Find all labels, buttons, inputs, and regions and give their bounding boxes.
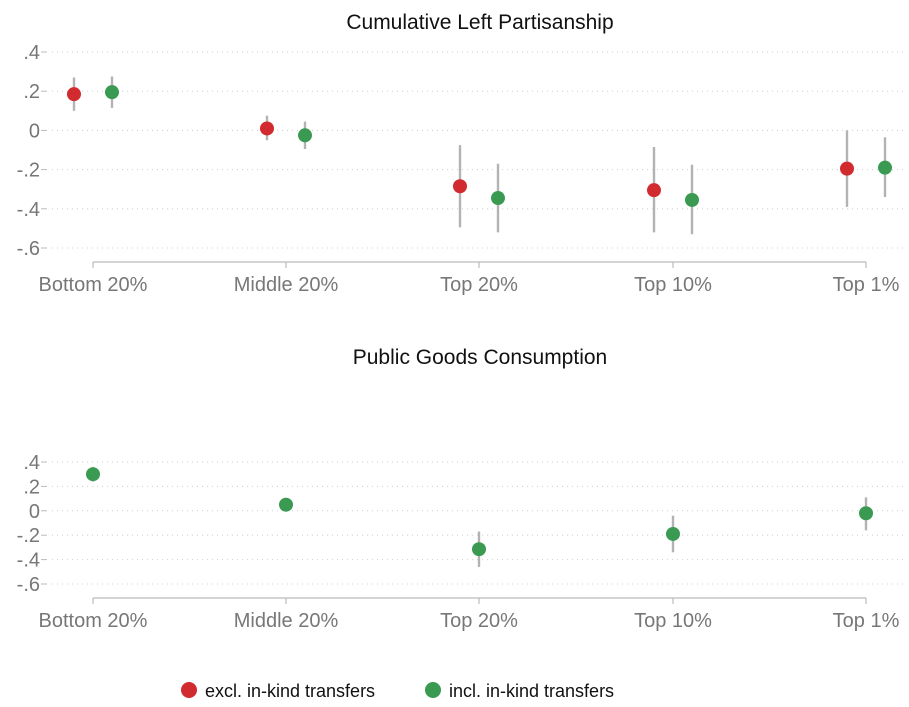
y-tick-label: -.4 xyxy=(17,199,40,221)
y-tick-label: .2 xyxy=(23,476,40,498)
data-point xyxy=(859,506,873,521)
y-tick-label: -.2 xyxy=(17,160,40,182)
y-tick-label: .4 xyxy=(23,452,40,474)
chart-title: Public Goods Consumption xyxy=(353,346,607,369)
data-point xyxy=(67,87,81,102)
y-tick-label: -.6 xyxy=(17,238,40,260)
data-point xyxy=(666,526,680,541)
data-point xyxy=(298,128,312,143)
y-tick-label: -.6 xyxy=(17,574,40,596)
y-tick-label: .2 xyxy=(23,81,40,103)
chart-panel-1: Cumulative Left Partisanship .4 .2 0 -.2 -.4 -… xyxy=(17,11,905,296)
data-point xyxy=(86,467,100,482)
x-tick-label: Bottom 20% xyxy=(39,610,148,632)
x-tick-label: Middle 20% xyxy=(234,610,339,632)
data-point xyxy=(840,161,854,176)
data-point xyxy=(260,121,274,136)
data-point xyxy=(647,183,661,198)
x-tick-label: Top 10% xyxy=(634,610,712,632)
legend-label: incl. in-kind transfers xyxy=(449,681,614,701)
data-point xyxy=(105,85,119,100)
data-point xyxy=(279,497,293,512)
x-tick-label: Top 1% xyxy=(833,610,900,632)
y-tick-label: 0 xyxy=(29,120,40,142)
y-tick-label: .4 xyxy=(23,42,40,64)
y-tick-label: -.2 xyxy=(17,525,40,547)
chart-panel-2: Public Goods Consumption .4.2 0-.2 -.4-.6 Bo… xyxy=(17,346,905,632)
data-point xyxy=(878,160,892,175)
legend-label: excl. in-kind transfers xyxy=(205,681,375,701)
legend: excl. in-kind transfers incl. in-kind tra… xyxy=(181,681,614,701)
chart-title: Cumulative Left Partisanship xyxy=(346,11,613,34)
legend-marker xyxy=(181,682,197,698)
x-tick-label: Bottom 20% xyxy=(39,274,148,296)
data-point xyxy=(453,179,467,194)
data-point xyxy=(685,192,699,207)
legend-marker xyxy=(425,682,441,698)
x-tick-label: Top 20% xyxy=(440,610,518,632)
x-tick-label: Middle 20% xyxy=(234,274,339,296)
data-point xyxy=(491,191,505,206)
x-tick-label: Top 20% xyxy=(440,274,518,296)
data-point xyxy=(472,542,486,557)
x-tick-label: Top 10% xyxy=(634,274,712,296)
y-tick-label: -.4 xyxy=(17,550,40,572)
y-tick-label: 0 xyxy=(29,501,40,523)
x-tick-label: Top 1% xyxy=(833,274,900,296)
